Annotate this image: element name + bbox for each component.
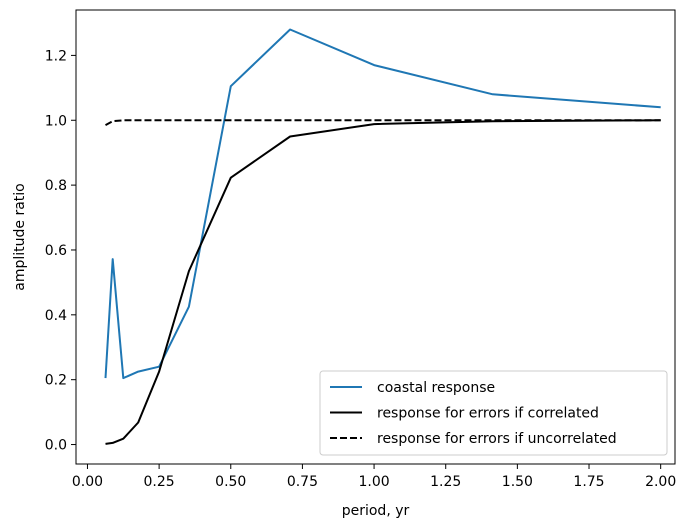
series-layer <box>104 28 661 445</box>
y-tick-label: 1.0 <box>45 113 67 129</box>
y-tick-label: 0.2 <box>45 373 67 389</box>
series-line-1 <box>104 28 661 380</box>
x-tick-label: 1.50 <box>502 474 533 490</box>
y-tick-label: 1.2 <box>45 48 67 64</box>
y-tick-label: 0.6 <box>45 243 67 259</box>
x-tick-label: 0.25 <box>144 474 175 490</box>
y-axis-label: amplitude ratio <box>12 183 28 290</box>
series-line-2 <box>105 119 661 445</box>
legend: coastal response response for errors if c… <box>319 370 668 456</box>
legend-box <box>319 370 668 456</box>
x-axis-label: period, yr <box>342 503 410 519</box>
series-line-3 <box>105 119 661 126</box>
x-tick-label: 2.00 <box>645 474 676 490</box>
plot-frame <box>75 9 676 465</box>
x-tick-label: 1.00 <box>358 474 389 490</box>
y-tick-label: 0.8 <box>45 178 67 194</box>
x-tick-label: 0.50 <box>215 474 246 490</box>
x-tick-label: 0.00 <box>72 474 103 490</box>
legend-label-3: response for errors if uncorrelated <box>377 431 617 447</box>
y-axis: 0.0 0.2 0.4 0.6 0.8 1.0 1.2 <box>45 48 76 454</box>
x-tick-label: 1.75 <box>573 474 604 490</box>
x-axis: 0.00 0.25 0.50 0.75 1.00 1.25 1.50 1.75 2.00 <box>72 464 676 490</box>
legend-label-1: coastal response <box>377 380 495 396</box>
legend-label-2: response for errors if correlated <box>377 406 599 422</box>
y-tick-label: 0.0 <box>45 438 67 454</box>
y-tick-label: 0.4 <box>45 308 67 324</box>
x-tick-label: 0.75 <box>287 474 318 490</box>
x-tick-label: 1.25 <box>430 474 461 490</box>
